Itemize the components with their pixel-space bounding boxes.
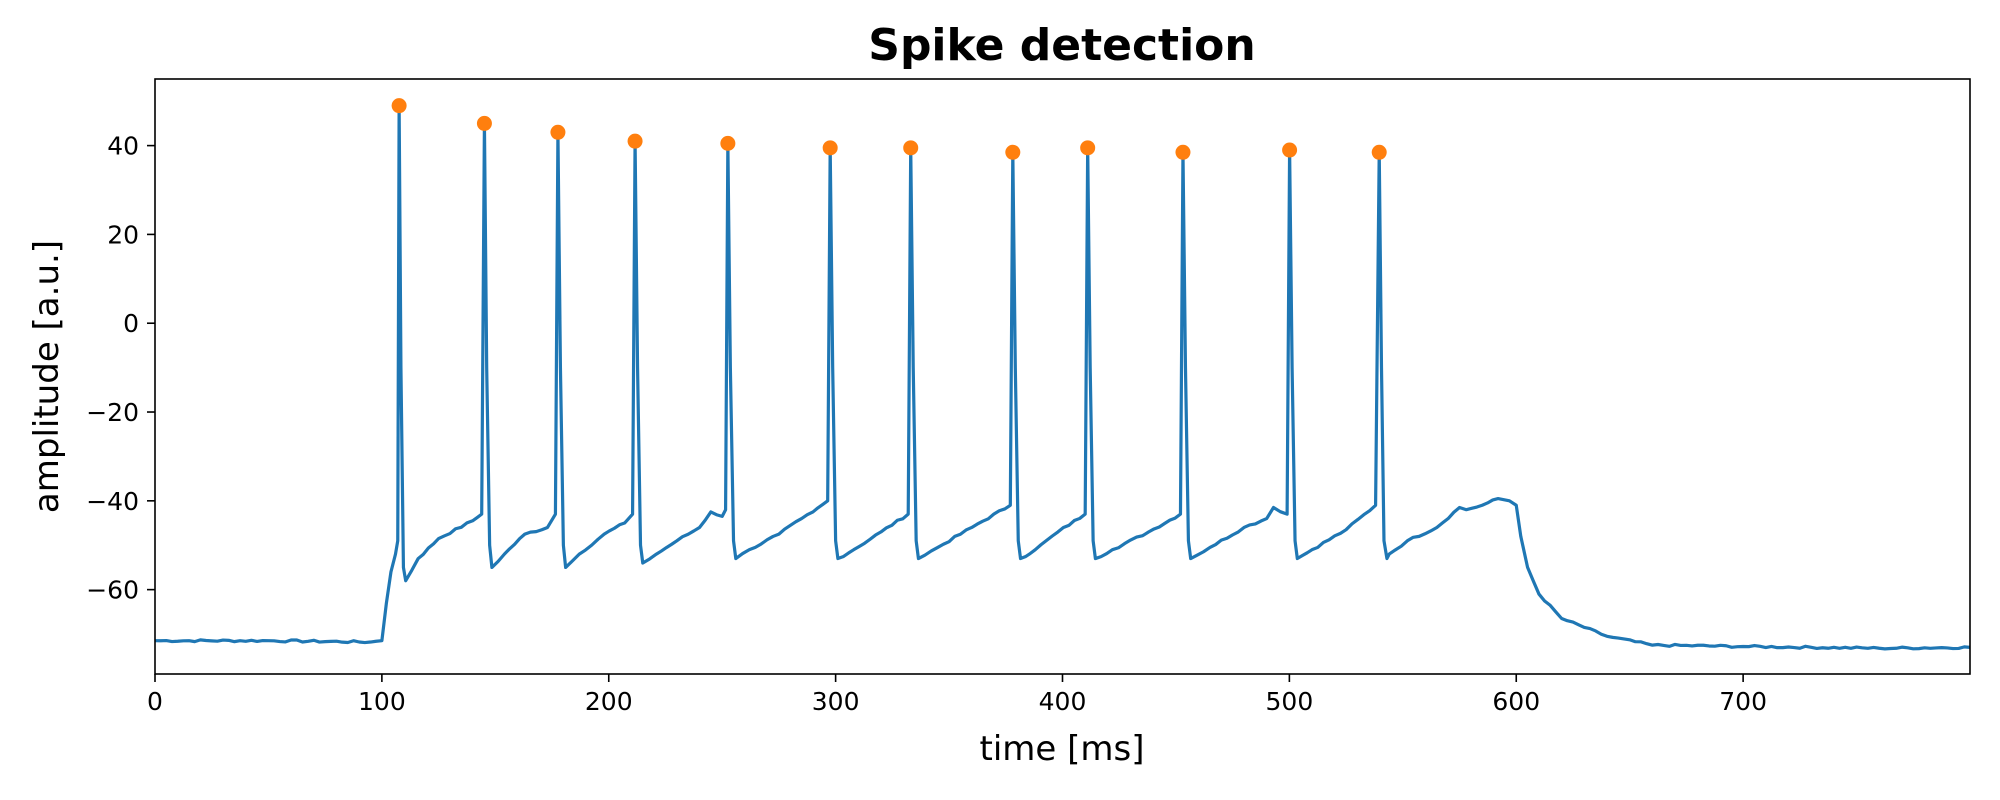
peak-marker: [1175, 144, 1191, 160]
peak-marker: [1282, 142, 1298, 158]
peak-marker: [627, 133, 643, 149]
y-axis-ticks: −60 −40 −20 0 20 40: [86, 132, 155, 605]
x-tick-label: 400: [1039, 687, 1087, 716]
peak-marker: [550, 124, 566, 140]
signal-trace: [154, 104, 1971, 651]
y-tick-label: 0: [123, 309, 139, 338]
x-tick-label: 700: [1719, 687, 1767, 716]
peak-marker: [476, 115, 492, 131]
peak-marker: [720, 135, 736, 151]
y-tick-label: −40: [86, 487, 139, 516]
peak-marker: [903, 140, 919, 156]
peak-marker: [822, 140, 838, 156]
x-tick-label: 200: [585, 687, 633, 716]
x-axis-label: time [ms]: [980, 729, 1145, 769]
chart-title: Spike detection: [868, 20, 1255, 71]
y-tick-label: 40: [107, 132, 139, 161]
peak-marker: [1371, 144, 1387, 160]
x-tick-label: 0: [147, 687, 163, 716]
peak-marker: [1005, 144, 1021, 160]
peak-marker: [391, 98, 407, 114]
x-tick-label: 600: [1492, 687, 1540, 716]
y-tick-label: −20: [86, 398, 139, 427]
peak-marker: [1080, 140, 1096, 156]
plot-area: [154, 78, 1971, 675]
x-tick-label: 500: [1266, 687, 1314, 716]
y-tick-label: 20: [107, 220, 139, 249]
x-tick-label: 300: [812, 687, 860, 716]
y-tick-label: −60: [86, 576, 139, 605]
x-tick-label: 100: [358, 687, 406, 716]
y-axis-label: amplitude [a.u.]: [27, 240, 67, 513]
peak-markers: [391, 98, 1387, 160]
x-axis-ticks: 0 100 200 300 400 500 600 700: [147, 674, 1767, 716]
plot-frame: [154, 78, 1971, 675]
